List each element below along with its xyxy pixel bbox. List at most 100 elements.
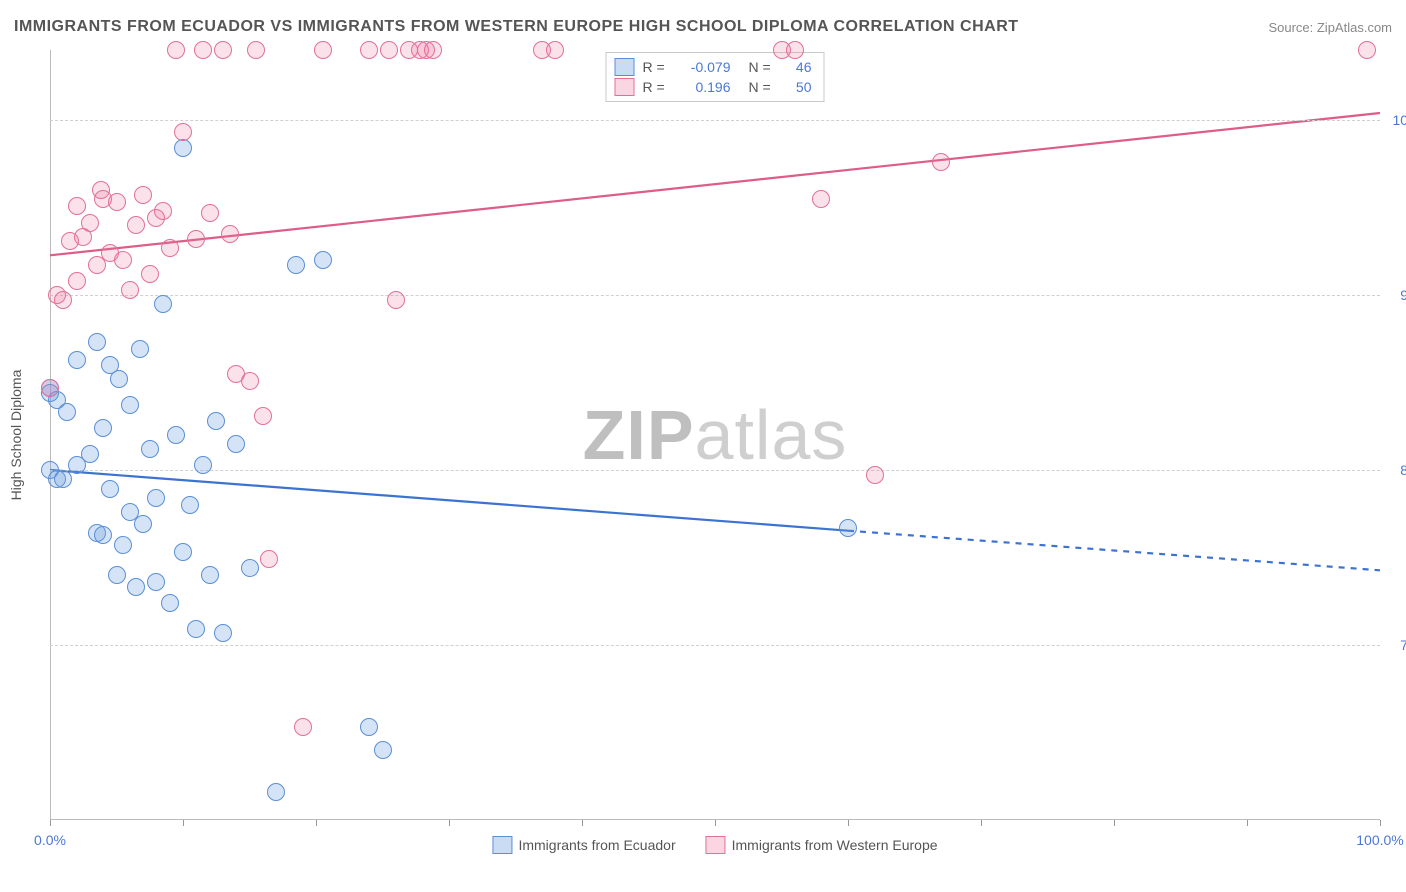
data-point-blue	[58, 403, 76, 421]
data-point-blue	[101, 480, 119, 498]
data-point-pink	[866, 466, 884, 484]
x-tick	[582, 820, 583, 826]
y-tick-label: 92.5%	[1385, 287, 1406, 303]
legend-swatch-pink	[615, 78, 635, 96]
x-tick	[449, 820, 450, 826]
data-point-pink	[201, 204, 219, 222]
data-point-blue	[147, 573, 165, 591]
data-point-pink	[161, 239, 179, 257]
data-point-blue	[54, 470, 72, 488]
data-point-blue	[81, 445, 99, 463]
plot-area: High School Diploma ZIPatlas R = -0.079 …	[50, 50, 1380, 820]
y-tick-label: 85.0%	[1385, 462, 1406, 478]
legend-row-blue: R = -0.079 N = 46	[615, 57, 812, 77]
data-point-pink	[380, 41, 398, 59]
data-point-blue	[121, 396, 139, 414]
data-point-pink	[247, 41, 265, 59]
trend-lines	[50, 50, 1380, 820]
legend-item-blue: Immigrants from Ecuador	[492, 836, 675, 854]
data-point-blue	[174, 139, 192, 157]
data-point-blue	[141, 440, 159, 458]
x-tick-label: 100.0%	[1356, 832, 1403, 848]
chart-source: Source: ZipAtlas.com	[1268, 20, 1392, 35]
data-point-pink	[54, 291, 72, 309]
data-point-pink	[81, 214, 99, 232]
data-point-blue	[131, 340, 149, 358]
data-point-blue	[214, 624, 232, 642]
data-point-blue	[94, 419, 112, 437]
data-point-pink	[187, 230, 205, 248]
data-point-pink	[68, 197, 86, 215]
data-point-blue	[108, 566, 126, 584]
data-point-blue	[147, 489, 165, 507]
data-point-pink	[932, 153, 950, 171]
data-point-blue	[360, 718, 378, 736]
data-point-pink	[260, 550, 278, 568]
data-point-pink	[387, 291, 405, 309]
data-point-blue	[167, 426, 185, 444]
data-point-pink	[134, 186, 152, 204]
data-point-blue	[181, 496, 199, 514]
data-point-blue	[207, 412, 225, 430]
data-point-blue	[839, 519, 857, 537]
gridline	[50, 295, 1380, 296]
data-point-blue	[88, 333, 106, 351]
legend-swatch-pink-icon	[706, 836, 726, 854]
y-axis-title: High School Diploma	[8, 370, 24, 501]
x-tick	[183, 820, 184, 826]
data-point-pink	[114, 251, 132, 269]
data-point-pink	[127, 216, 145, 234]
data-point-pink	[786, 41, 804, 59]
data-point-pink	[241, 372, 259, 390]
data-point-blue	[241, 559, 259, 577]
data-point-pink	[360, 41, 378, 59]
gridline	[50, 120, 1380, 121]
legend-item-pink: Immigrants from Western Europe	[706, 836, 938, 854]
data-point-pink	[294, 718, 312, 736]
data-point-blue	[154, 295, 172, 313]
legend-swatch-blue-icon	[492, 836, 512, 854]
data-point-blue	[110, 370, 128, 388]
data-point-pink	[812, 190, 830, 208]
data-point-pink	[108, 193, 126, 211]
data-point-blue	[287, 256, 305, 274]
data-point-blue	[68, 351, 86, 369]
data-point-blue	[114, 536, 132, 554]
x-tick	[1247, 820, 1248, 826]
x-tick	[1114, 820, 1115, 826]
data-point-pink	[68, 272, 86, 290]
data-point-blue	[134, 515, 152, 533]
y-tick-label: 77.5%	[1385, 637, 1406, 653]
data-point-pink	[174, 123, 192, 141]
data-point-pink	[546, 41, 564, 59]
data-point-blue	[201, 566, 219, 584]
gridline	[50, 645, 1380, 646]
x-tick	[1380, 820, 1381, 826]
data-point-pink	[194, 41, 212, 59]
chart-title: IMMIGRANTS FROM ECUADOR VS IMMIGRANTS FR…	[14, 18, 1019, 36]
x-tick	[848, 820, 849, 826]
data-point-blue	[127, 578, 145, 596]
data-point-blue	[187, 620, 205, 638]
data-point-pink	[424, 41, 442, 59]
data-point-blue	[161, 594, 179, 612]
data-point-blue	[174, 543, 192, 561]
trendline-blue-dashed	[848, 531, 1380, 571]
trendline-blue	[50, 470, 848, 531]
data-point-pink	[254, 407, 272, 425]
gridline	[50, 470, 1380, 471]
legend-series: Immigrants from Ecuador Immigrants from …	[492, 836, 937, 854]
data-point-pink	[121, 281, 139, 299]
data-point-blue	[94, 526, 112, 544]
legend-swatch-blue	[615, 58, 635, 76]
data-point-pink	[1358, 41, 1376, 59]
chart-header: IMMIGRANTS FROM ECUADOR VS IMMIGRANTS FR…	[14, 12, 1392, 42]
trendline-pink	[50, 113, 1380, 255]
data-point-blue	[194, 456, 212, 474]
data-point-pink	[141, 265, 159, 283]
x-tick	[981, 820, 982, 826]
legend-correlation: R = -0.079 N = 46 R = 0.196 N = 50	[606, 52, 825, 102]
data-point-pink	[214, 41, 232, 59]
data-point-blue	[374, 741, 392, 759]
data-point-pink	[41, 379, 59, 397]
